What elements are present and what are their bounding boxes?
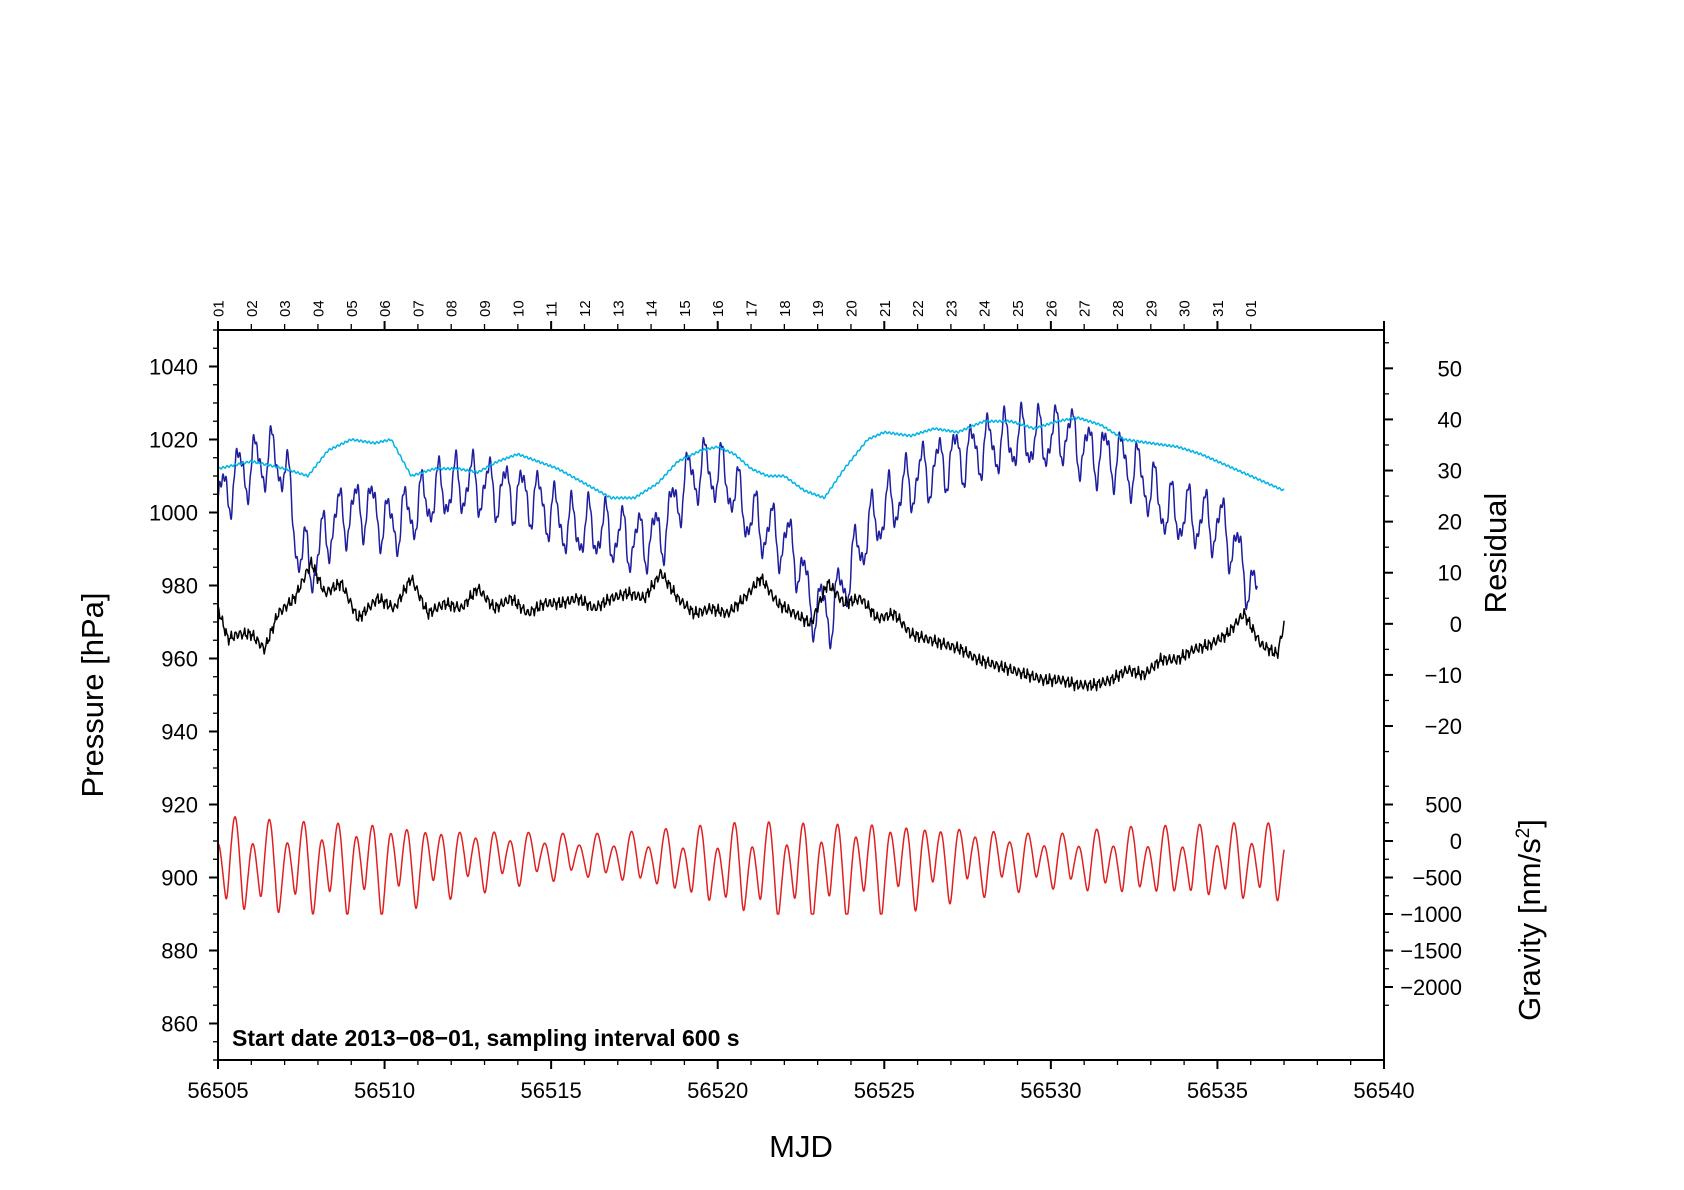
day-label: 01: [1243, 300, 1260, 317]
day-label: 09: [477, 300, 494, 317]
x-tick-label: 56530: [1020, 1078, 1081, 1103]
day-label: 22: [910, 300, 927, 317]
day-label: 02: [244, 300, 261, 317]
residual-tick-label: 0: [1450, 612, 1462, 637]
left-tick-labels: 860 880 900 920 940 960 980 1000 1020 1040: [149, 355, 198, 1037]
gravity-tick-label: −1000: [1400, 902, 1462, 927]
x-tick-label: 56535: [1187, 1078, 1248, 1103]
y-tick-label: 960: [161, 647, 198, 672]
x-tick-label: 56515: [521, 1078, 582, 1103]
day-label: 16: [710, 300, 727, 317]
series-line-pressure-detailed-: [217, 401, 1259, 650]
x-tick-labels: 56505 56510 56515 56520 56525 56530 56535 56540: [187, 1078, 1414, 1103]
day-label: 04: [310, 300, 327, 317]
x-tick-label: 56520: [687, 1078, 748, 1103]
y-tick-label: 980: [161, 574, 198, 599]
gravity-tick-label: −1500: [1400, 939, 1462, 964]
day-label: 11: [544, 301, 561, 317]
top-day-labels: 01 02 03 04 05 06 07 08 09 10 11 12 13 14 15 16 17 18 19 20…: [211, 300, 1261, 317]
residual-tick-label: −10: [1425, 663, 1462, 688]
day-label: 23: [943, 300, 960, 317]
y-tick-label: 920: [161, 793, 198, 818]
day-label: 19: [810, 300, 827, 317]
x-tick-label: 56510: [354, 1078, 415, 1103]
y-tick-label: 1040: [149, 355, 198, 380]
y-tick-label: 1020: [149, 428, 198, 453]
day-label: 12: [577, 300, 594, 317]
residual-tick-label: 50: [1438, 356, 1462, 381]
day-label: 05: [344, 300, 361, 317]
day-label: 20: [843, 300, 860, 317]
day-label: 08: [444, 300, 461, 317]
residual-tick-labels: −20 −10 0 10 20 30 40 50: [1425, 356, 1462, 739]
x-tick-label: 56505: [187, 1078, 248, 1103]
day-label: 13: [610, 300, 627, 317]
day-label: 27: [1077, 300, 1094, 317]
residual-tick-label: −20: [1425, 714, 1462, 739]
series-layer: [217, 401, 1285, 915]
day-label: 24: [977, 300, 994, 317]
day-label: 10: [510, 300, 527, 317]
residual-tick-label: 10: [1438, 561, 1462, 586]
series-line-pressure: [217, 416, 1285, 500]
left-axis-ticks: [209, 329, 218, 1061]
x-axis-title: MJD: [769, 1129, 833, 1164]
gravity-axis-title-sup: 2: [1513, 828, 1534, 839]
day-label: 01: [211, 300, 228, 317]
series-line-residual: [217, 556, 1285, 692]
y-tick-label: 880: [161, 939, 198, 964]
gravity-tick-label: −2000: [1400, 975, 1462, 1000]
day-label: 03: [277, 300, 294, 317]
y-tick-label: 940: [161, 720, 198, 745]
day-label: 21: [877, 300, 894, 317]
pressure-axis-title: Pressure [hPa]: [75, 592, 110, 797]
day-label: 18: [777, 300, 794, 317]
x-tick-label: 56525: [854, 1078, 915, 1103]
gravity-axis-title-end: ]: [1512, 819, 1547, 828]
day-label: 29: [1143, 300, 1160, 317]
x-tick-label: 56540: [1353, 1078, 1414, 1103]
y-tick-label: 900: [161, 866, 198, 891]
gravity-axis-title-main: Gravity [nm/s: [1512, 838, 1547, 1021]
day-label: 17: [744, 300, 761, 317]
day-label: 14: [644, 300, 661, 317]
day-label: 28: [1110, 300, 1127, 317]
gravity-tick-label: 500: [1425, 793, 1462, 818]
gravity-tick-label: −500: [1412, 866, 1462, 891]
gravity-tick-label: 0: [1450, 829, 1462, 854]
residual-tick-label: 20: [1438, 510, 1462, 535]
day-label: 06: [377, 300, 394, 317]
footnote: Start date 2013−08−01, sampling interval…: [232, 1025, 740, 1051]
day-label: 31: [1210, 300, 1227, 317]
residual-axis-ticks: [1384, 342, 1393, 753]
gravity-tick-labels: −2000 −1500 −1000 −500 0 500: [1400, 793, 1462, 1001]
y-tick-label: 860: [161, 1012, 198, 1037]
day-label: 26: [1043, 300, 1060, 317]
day-label: 15: [677, 300, 694, 317]
residual-tick-label: 30: [1438, 459, 1462, 484]
day-label: 25: [1010, 300, 1027, 317]
series-line-gravity: [217, 816, 1285, 915]
residual-tick-label: 40: [1438, 407, 1462, 432]
gravity-axis-title: Gravity [nm/s2]: [1512, 819, 1547, 1021]
top-axis-ticks: [217, 321, 1385, 330]
y-tick-label: 1000: [149, 501, 198, 526]
day-label: 07: [410, 300, 427, 317]
residual-axis-title: Residual: [1478, 493, 1513, 614]
bottom-axis-ticks: [217, 1060, 1385, 1069]
plot-frame: [217, 329, 1385, 1061]
gravity-axis-ticks: [1384, 785, 1393, 1006]
day-label: 30: [1177, 300, 1194, 317]
